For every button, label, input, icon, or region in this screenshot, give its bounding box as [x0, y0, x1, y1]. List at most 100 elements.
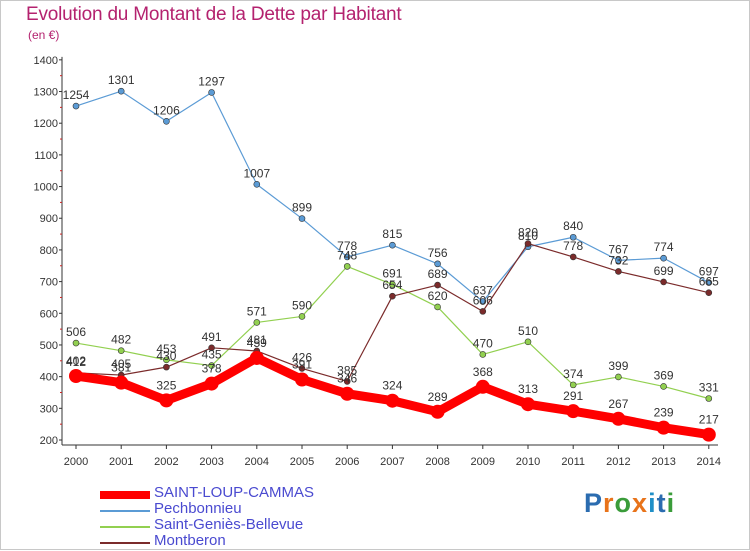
data-point	[389, 281, 396, 288]
y-tick-label: 600	[40, 308, 58, 320]
data-label: 620	[428, 289, 448, 303]
data-point	[385, 393, 400, 408]
data-label: 267	[608, 397, 628, 411]
data-point	[298, 215, 306, 222]
data-label: 412	[66, 355, 86, 369]
data-label: 1007	[243, 166, 270, 180]
data-label: 506	[66, 325, 86, 339]
data-label: 637	[473, 284, 493, 298]
legend-swatch	[100, 491, 150, 499]
data-point	[705, 395, 713, 402]
x-tick-label: 2013	[651, 456, 675, 468]
legend-label: SAINT-LOUP-CAMMAS	[154, 484, 315, 501]
y-tick-label: 1300	[34, 87, 58, 99]
logo-letter: i	[648, 488, 657, 518]
data-label: 590	[292, 298, 312, 312]
data-label: 291	[563, 389, 583, 403]
data-point	[163, 363, 170, 371]
data-point	[615, 268, 622, 275]
x-tick-label: 2005	[290, 456, 314, 468]
data-point	[705, 289, 713, 296]
x-tick-label: 2003	[199, 456, 223, 468]
data-point	[208, 344, 215, 352]
x-tick-label: 2009	[471, 456, 495, 468]
data-point	[479, 351, 487, 358]
logo-letter: o	[614, 488, 633, 518]
data-point	[569, 253, 577, 261]
data-point	[615, 257, 622, 264]
data-label: 405	[111, 357, 131, 371]
y-tick-label: 1000	[34, 182, 58, 194]
chart-title: Evolution du Montant de la Dette par Hab…	[26, 4, 402, 25]
data-label: 374	[563, 367, 583, 381]
y-tick-label: 1100	[34, 150, 58, 162]
logo-letter: r	[603, 488, 615, 518]
data-label: 482	[111, 333, 131, 347]
data-label: 510	[518, 324, 538, 338]
data-point	[163, 356, 170, 364]
x-tick-label: 2011	[561, 456, 585, 468]
data-label: 1301	[108, 73, 135, 87]
x-tick-label: 2002	[154, 456, 178, 468]
data-label: 697	[699, 265, 719, 279]
data-label: 774	[654, 240, 674, 254]
x-tick-label: 2012	[606, 456, 630, 468]
data-label: 691	[382, 266, 402, 280]
data-point	[249, 350, 264, 365]
data-point	[343, 378, 351, 385]
data-point	[569, 381, 577, 389]
data-point	[389, 241, 396, 249]
data-point	[524, 338, 532, 346]
data-label: 399	[608, 359, 628, 373]
data-point	[611, 411, 626, 426]
data-label: 571	[247, 304, 267, 318]
data-label: 689	[428, 267, 448, 281]
data-label: 654	[382, 278, 402, 292]
data-point	[566, 404, 581, 419]
data-label: 324	[382, 379, 402, 393]
y-tick-label: 500	[40, 340, 58, 352]
y-tick-label: 800	[40, 245, 58, 257]
data-point	[479, 298, 487, 305]
data-label: 767	[608, 242, 628, 256]
data-label: 381	[111, 361, 131, 375]
data-label: 369	[654, 368, 674, 382]
data-point	[524, 240, 532, 247]
data-label: 459	[247, 336, 267, 350]
logo-letter: t	[656, 488, 667, 518]
data-point	[298, 313, 306, 320]
data-point	[204, 376, 219, 391]
data-label: 491	[202, 330, 222, 344]
data-label: 325	[156, 378, 176, 392]
data-point	[569, 233, 577, 241]
y-tick-label: 1400	[34, 55, 58, 67]
data-label: 217	[699, 413, 719, 427]
data-point	[656, 420, 671, 435]
data-label: 435	[202, 348, 222, 362]
data-point	[69, 369, 83, 384]
legend-label: Montberon	[154, 532, 226, 549]
logo-letter: x	[632, 488, 649, 518]
data-label: 453	[156, 342, 176, 356]
data-point	[72, 102, 80, 110]
y-tick-label: 400	[40, 372, 58, 384]
data-label: 748	[337, 248, 357, 262]
data-point	[660, 278, 667, 286]
data-label: 391	[292, 357, 312, 371]
x-tick-label: 2001	[109, 456, 133, 468]
data-point	[117, 347, 125, 354]
x-tick-label: 2014	[697, 456, 721, 468]
data-label: 385	[337, 363, 357, 377]
data-label: 331	[699, 380, 719, 394]
proxiti-logo: Proxiti	[584, 488, 675, 519]
data-point	[208, 89, 215, 96]
x-tick-label: 2008	[425, 456, 449, 468]
data-point	[701, 427, 716, 442]
data-label: 820	[518, 226, 538, 240]
y-tick-label: 200	[40, 435, 58, 447]
data-point	[340, 386, 355, 401]
data-label: 732	[608, 253, 628, 267]
data-label: 1297	[198, 74, 225, 88]
series-layer	[69, 87, 716, 442]
axes: 200 300 400 500 600 700 800 900 1000 1100 1200 1300…	[34, 55, 722, 468]
